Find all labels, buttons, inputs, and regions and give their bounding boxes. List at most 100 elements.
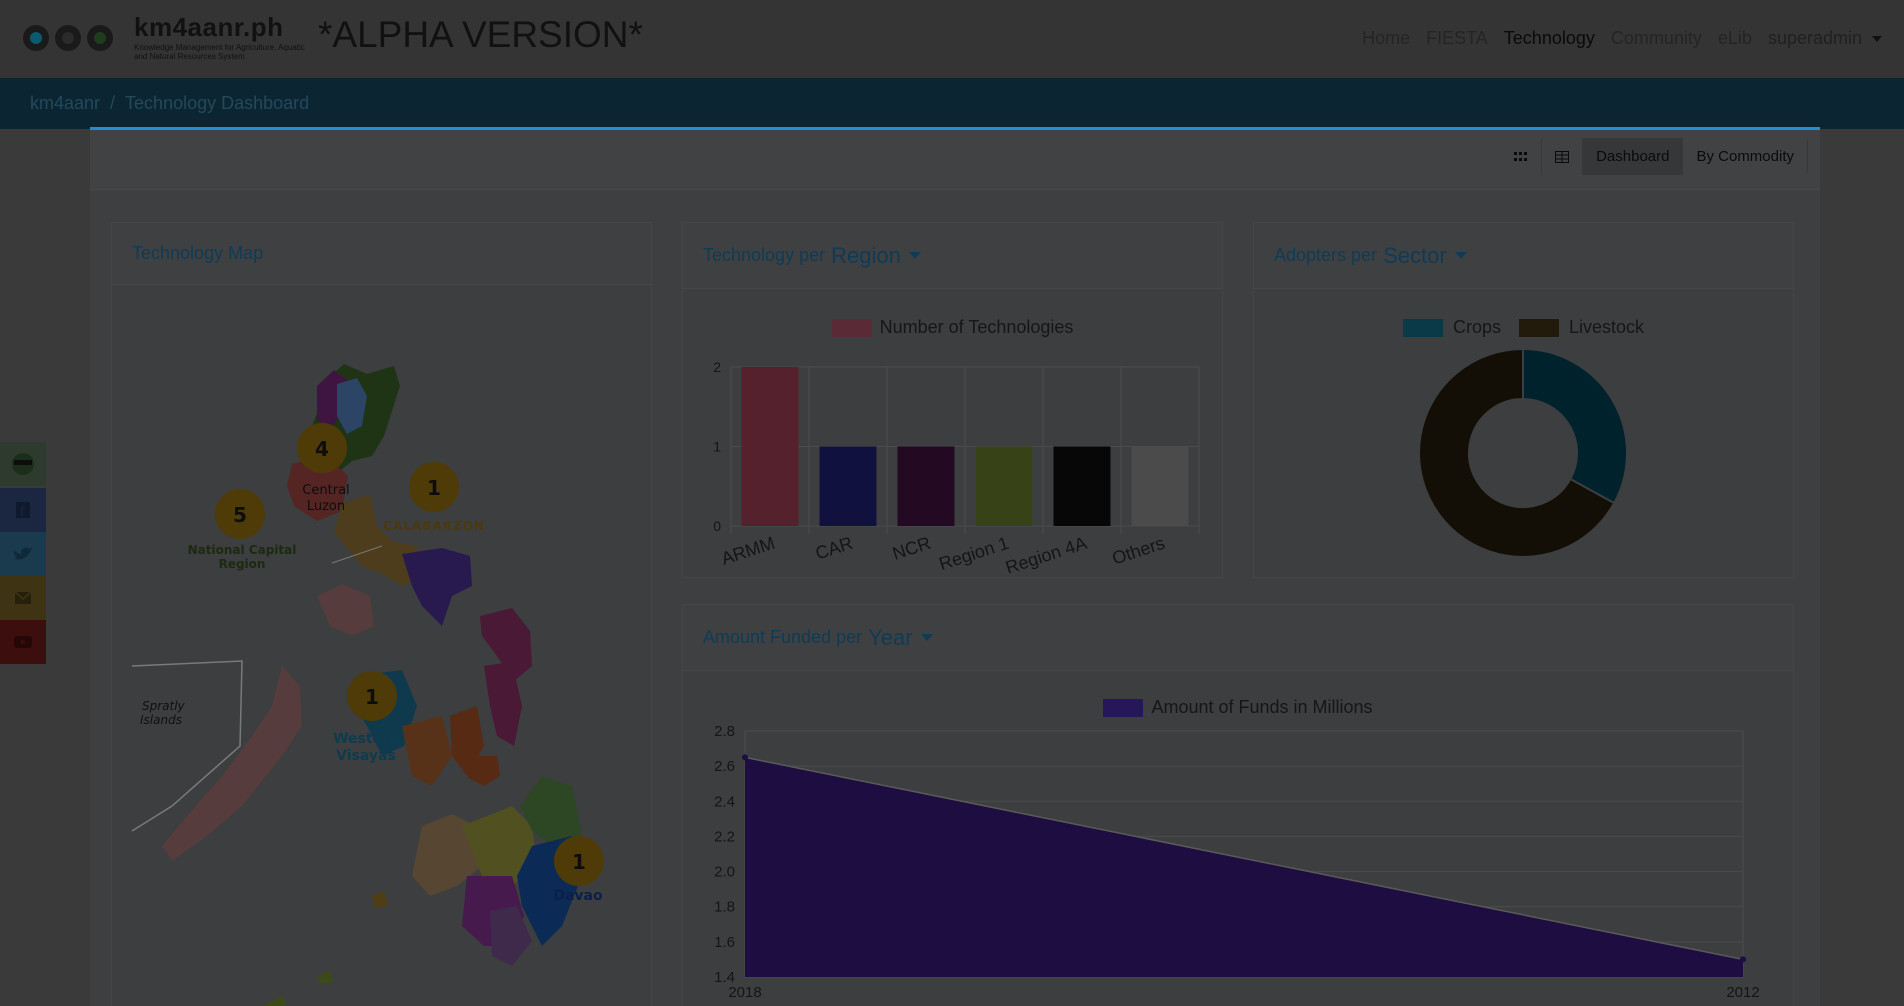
bar-others[interactable] <box>1131 446 1189 527</box>
legend-swatch <box>831 318 872 337</box>
badge-calabarzon[interactable]: 1 <box>409 462 459 512</box>
bar-region-4a[interactable] <box>1053 446 1111 527</box>
y-tick-label: 1.6 <box>714 934 735 951</box>
x-tick-label: 2018 <box>728 984 761 1001</box>
card-title: Amount Funded per <box>703 627 863 647</box>
bar-armm[interactable] <box>741 367 799 526</box>
nav-home[interactable]: Home <box>1362 28 1411 48</box>
nav-elib[interactable]: eLib <box>1717 28 1752 48</box>
y-tick-label: 1.4 <box>714 969 735 986</box>
y-tick-label: 2 <box>713 359 721 375</box>
by-commodity-button[interactable]: By Commodity <box>1683 138 1808 175</box>
badge-count: 5 <box>233 503 247 527</box>
badge-central-luzon[interactable]: 4 <box>297 423 347 473</box>
map-label-spratly-2: Islands <box>140 713 182 727</box>
table-view-button[interactable] <box>1542 138 1584 175</box>
card-header: Adopters per Sector <box>1254 223 1793 289</box>
svg-text:f: f <box>20 505 25 520</box>
y-tick-label: 2.0 <box>714 864 735 881</box>
data-point[interactable] <box>1740 956 1746 963</box>
alpha-version-label: *ALPHA VERSION* <box>318 14 643 55</box>
legend-swatch <box>1103 698 1144 717</box>
year-select[interactable]: Year <box>868 624 913 650</box>
y-tick-label: 1.8 <box>714 899 735 916</box>
chevron-down-icon <box>1872 36 1882 43</box>
map-label-western-visayas: Western <box>333 731 399 747</box>
card-header: Technology per Region <box>683 223 1222 289</box>
y-tick-label: 2.4 <box>714 793 735 810</box>
card-title: Technology per <box>703 245 826 265</box>
map-label-davao: Davao <box>553 888 603 904</box>
badge-davao[interactable]: 1 <box>554 836 604 886</box>
top-navbar: km4aanr.ph Knowledge Management for Agri… <box>0 0 1904 78</box>
funds-area-chart: 1.4 1.6 1.8 2.0 2.2 2.4 2.6 2.8 2018 2012 <box>714 723 1760 1001</box>
badge-count: 1 <box>572 850 586 874</box>
funds-line <box>744 756 1744 961</box>
philippines-map: Spratly Islands 4 Central Luzon 1 CALABA… <box>131 364 604 1006</box>
breadcrumb-home[interactable]: km4aanr <box>30 93 101 113</box>
km4aanr-logo[interactable] <box>22 12 114 64</box>
nav-fiesta[interactable]: FIESTA <box>1426 28 1488 48</box>
sector-select[interactable]: Sector <box>1383 242 1447 268</box>
amount-funded-card: Amount Funded per Year Amount of Funds i… <box>682 604 1794 1006</box>
badge-count: 4 <box>315 437 329 461</box>
view-button-group: Dashboard By Commodity <box>1501 138 1808 175</box>
sector-donut-chart <box>1418 347 1628 558</box>
x-tick-label: NCR <box>890 533 933 564</box>
slice-crops[interactable] <box>1522 347 1628 505</box>
badge-ncr[interactable]: 5 <box>215 489 265 539</box>
twitter-icon[interactable] <box>0 532 46 576</box>
chevron-down-icon <box>908 252 921 259</box>
legend-swatch-crops <box>1402 318 1443 337</box>
chart-legend: Amount of Funds in Millions <box>683 697 1793 718</box>
y-tick-label: 2.8 <box>714 723 735 740</box>
technology-map-card: Technology Map <box>111 222 652 1006</box>
x-tick-label: CAR <box>813 533 855 564</box>
grid-view-button[interactable] <box>1501 138 1543 175</box>
dashboard-button[interactable]: Dashboard <box>1583 138 1684 175</box>
dashboard-container: Dashboard By Commodity Technology Map <box>90 127 1820 1006</box>
user-menu[interactable]: superadmin <box>1768 28 1882 49</box>
technology-per-region-card: Technology per Region Number of Technolo… <box>682 222 1223 578</box>
slice-livestock[interactable] <box>1418 347 1616 558</box>
x-tick-label: Region 4A <box>1003 533 1089 573</box>
chevron-down-icon <box>920 634 933 641</box>
main-nav: Home FIESTA Technology Community eLib su… <box>1362 28 1882 49</box>
badge-western-visayas[interactable]: 1 <box>347 671 397 721</box>
breadcrumb-separator: / <box>110 93 116 113</box>
nav-community[interactable]: Community <box>1610 28 1702 48</box>
map-label-central-luzon: Central <box>302 483 349 498</box>
data-point[interactable] <box>742 754 748 761</box>
funds-area <box>745 757 1743 977</box>
map-label-central-luzon-2: Luzon <box>307 499 345 514</box>
bar-region-1[interactable] <box>975 446 1033 527</box>
map-label-spratly: Spratly <box>142 699 186 713</box>
brand[interactable]: km4aanr.ph Knowledge Management for Agri… <box>134 12 314 61</box>
x-tick-label: 2012 <box>1726 984 1759 1001</box>
legend-label: Number of Technologies <box>879 317 1074 337</box>
brand-subtitle: Knowledge Management for Agriculture, Aq… <box>134 43 305 61</box>
grid-icon <box>1514 151 1528 161</box>
view-toolbar: Dashboard By Commodity <box>90 130 1820 190</box>
card-title: Technology Map <box>112 223 651 285</box>
table-icon <box>1555 150 1570 163</box>
side-logo-icon[interactable] <box>0 442 46 486</box>
youtube-icon[interactable] <box>0 620 46 664</box>
map-label-ncr-2: Region <box>219 557 266 571</box>
facebook-icon[interactable]: f <box>0 488 46 532</box>
bar-ncr[interactable] <box>897 446 955 527</box>
region-select[interactable]: Region <box>831 242 901 268</box>
breadcrumb: km4aanr / Technology Dashboard <box>30 93 309 114</box>
chevron-down-icon <box>1454 252 1467 259</box>
brand-title: km4aanr.ph <box>134 12 284 42</box>
map-label-ncr: National Capital <box>188 543 297 557</box>
mail-icon[interactable] <box>0 576 46 620</box>
chart-legend: Number of Technologies <box>683 317 1222 338</box>
legend-swatch-livestock <box>1518 318 1559 337</box>
card-title: Adopters per <box>1274 245 1378 265</box>
nav-technology[interactable]: Technology <box>1503 28 1595 48</box>
bar-car[interactable] <box>819 446 877 527</box>
badge-count: 1 <box>365 685 379 709</box>
y-tick-label: 2.6 <box>714 758 735 775</box>
